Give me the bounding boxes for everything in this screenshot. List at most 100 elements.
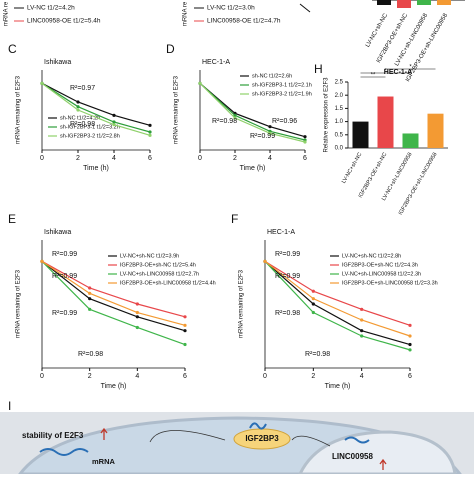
data-point bbox=[88, 291, 92, 295]
legend-text: IGF2BP3-OE+sh-NC t1/2=5.4h bbox=[120, 262, 196, 268]
y-label: mRNA remaining of E2F3 bbox=[174, 75, 180, 144]
y-tick-label: 2.5 bbox=[335, 80, 344, 86]
annotation: R²=0.99 bbox=[275, 273, 300, 280]
chart-title: HEC-1-A bbox=[384, 69, 412, 76]
x-tick-label: 2 bbox=[311, 373, 315, 380]
annotation: R²=0.98 bbox=[78, 351, 103, 358]
series-line bbox=[199, 82, 306, 141]
annotation: R²=0.99 bbox=[250, 133, 275, 140]
data-point bbox=[311, 310, 315, 315]
data-point bbox=[148, 130, 152, 134]
x-tick-label: 2 bbox=[233, 155, 237, 162]
data-point bbox=[360, 307, 364, 311]
annotation: R²=0.99 bbox=[52, 310, 77, 317]
series-line bbox=[264, 260, 411, 326]
bar-fragment bbox=[417, 0, 431, 5]
series-line bbox=[264, 260, 411, 351]
bar-fragment bbox=[377, 0, 391, 5]
panel-label: C bbox=[8, 42, 17, 56]
y-tick-label: 1.5 bbox=[335, 106, 344, 112]
data-point bbox=[268, 125, 272, 129]
data-point bbox=[135, 302, 139, 306]
significance-label: * bbox=[409, 65, 412, 71]
data-point bbox=[88, 307, 92, 311]
data-point bbox=[408, 323, 412, 327]
data-point bbox=[183, 329, 187, 333]
x-tick-label: LV-NC+sh-NC bbox=[341, 152, 364, 185]
panel-label: H bbox=[314, 62, 323, 76]
bar bbox=[427, 113, 444, 148]
data-point bbox=[263, 259, 267, 263]
data-point bbox=[303, 140, 307, 144]
data-point bbox=[148, 123, 152, 127]
annotation: R²=0.99 bbox=[275, 251, 300, 258]
x-tick-label: 6 bbox=[303, 155, 307, 162]
annotation: R²=0.98 bbox=[70, 121, 95, 128]
data-point bbox=[40, 81, 44, 85]
x-label: Time (h) bbox=[83, 165, 109, 172]
x-label: Time (h) bbox=[101, 383, 127, 390]
data-point bbox=[88, 286, 92, 290]
legend-text: LV-NC+sh-NC t1/2=2.8h bbox=[342, 253, 401, 259]
legend-text: IGF2BP3-OE+sh-LINC00958 t1/2=3.3h bbox=[342, 280, 438, 286]
data-point bbox=[148, 133, 152, 137]
legend-text: sh-IGF2BP3-1 t1/2=3.2h bbox=[60, 124, 120, 130]
up-arrow bbox=[100, 427, 108, 440]
data-point bbox=[311, 302, 315, 306]
series-line bbox=[41, 82, 151, 133]
bar bbox=[402, 133, 419, 148]
annotation: R²=0.96 bbox=[272, 118, 297, 125]
x-tick-label: 4 bbox=[112, 155, 116, 162]
legend-text: sh-NC t1/2=4.2h bbox=[60, 115, 100, 121]
x-tick-label: 4 bbox=[135, 373, 139, 380]
lncrna-label: LINC00958 bbox=[332, 452, 373, 461]
data-point bbox=[360, 329, 364, 333]
x-tick-label: 0 bbox=[40, 155, 44, 162]
panel-label: D bbox=[166, 42, 175, 56]
data-point bbox=[40, 259, 44, 263]
chart-title: HEC-1-A bbox=[267, 229, 295, 236]
data-point bbox=[135, 310, 139, 315]
y-tick-label: 0.0 bbox=[335, 146, 344, 152]
data-point bbox=[183, 342, 187, 347]
x-tick-label: 2 bbox=[76, 155, 80, 162]
x-tick-label: 0 bbox=[40, 373, 44, 380]
data-point bbox=[233, 116, 237, 120]
series-line bbox=[199, 82, 306, 143]
data-point bbox=[135, 315, 139, 319]
protein-label: IGF2BP3 bbox=[245, 434, 279, 443]
annotation: R²=0.98 bbox=[305, 351, 330, 358]
series-line bbox=[41, 260, 186, 346]
lncrna-icon bbox=[344, 436, 370, 444]
mrna-icon bbox=[39, 448, 89, 456]
bar bbox=[352, 121, 369, 148]
chart-title: HEC-1-A bbox=[202, 59, 230, 66]
series-line bbox=[264, 260, 411, 346]
up-arrow bbox=[379, 458, 387, 470]
data-point bbox=[88, 297, 92, 301]
bar-fragment bbox=[397, 0, 411, 8]
legend-text: sh-IGF2BP3-1 t1/2=2.1h bbox=[252, 82, 312, 88]
x-tick-label: 0 bbox=[198, 155, 202, 162]
x-tick-label: 6 bbox=[408, 373, 412, 380]
legend-text: IGF2BP3-OE+sh-NC t1/2=4.3h bbox=[342, 262, 418, 268]
mrna-label: mRNA bbox=[92, 457, 116, 466]
legend-text: sh-IGF2BP3-2 t1/2=2.8h bbox=[60, 133, 120, 139]
legend-text: LINC00958-OE t1/2=4.7h bbox=[207, 18, 281, 25]
legend-text: LV-NC+sh-LINC00958 t1/2=2.7h bbox=[120, 271, 199, 277]
arrow bbox=[291, 435, 331, 447]
stability-label: stability of E2F3 bbox=[22, 431, 84, 440]
annotation: R²=0.98 bbox=[212, 118, 237, 125]
x-label: Time (h) bbox=[325, 383, 351, 390]
legend-text: sh-NC t1/2=2.6h bbox=[252, 73, 292, 79]
legend-text: LV-NC+sh-LINC00958 t1/2=2.3h bbox=[342, 271, 421, 277]
series-line bbox=[41, 260, 186, 332]
data-point bbox=[76, 108, 80, 112]
data-point bbox=[233, 113, 237, 117]
x-label: Time (h) bbox=[240, 165, 266, 172]
annotation: R²=0.99 bbox=[52, 273, 77, 280]
y-tick-label: 0.5 bbox=[335, 132, 344, 138]
data-point bbox=[408, 348, 412, 352]
protein-icon bbox=[249, 422, 267, 430]
